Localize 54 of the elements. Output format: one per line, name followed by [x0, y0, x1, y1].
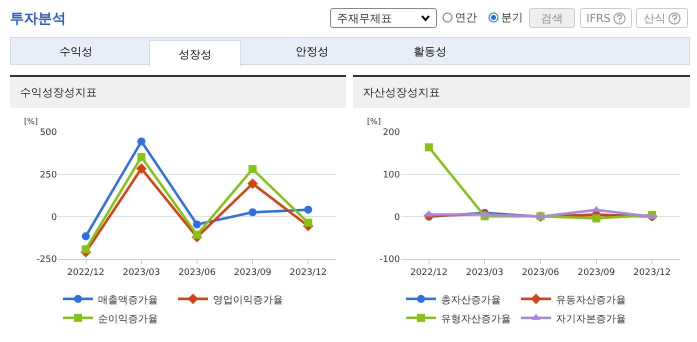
- legend-label: 유동자산증가율: [556, 294, 626, 306]
- chart-title: 자산성장성지표: [353, 75, 690, 109]
- legend-label: 순이익증가율: [98, 314, 158, 325]
- text: 연간: [455, 11, 477, 24]
- legend-label: 매출액증가율: [98, 294, 158, 306]
- point: [592, 214, 600, 222]
- y-tick-label: 500: [40, 128, 58, 138]
- point: [304, 218, 312, 227]
- y-tick-label: 0: [51, 212, 58, 223]
- y-tick-label: -250: [36, 255, 58, 266]
- x-tick-label: 2023/09: [234, 268, 272, 278]
- category-label: 성장성: [149, 40, 241, 66]
- x-tick-label: 2022/12: [410, 268, 448, 278]
- text: 분기: [501, 11, 523, 24]
- y-tick-label: 100: [382, 170, 400, 180]
- point: [193, 220, 201, 228]
- point: [137, 137, 146, 146]
- x-tick-label: 2023/06: [522, 268, 560, 278]
- x-tick-label: 2023/06: [178, 268, 216, 278]
- y-axis-title: [%]: [24, 117, 38, 126]
- x-tick-label: 2022/12: [67, 268, 104, 278]
- point: [136, 163, 147, 174]
- point: [82, 245, 90, 254]
- legend-label: 영업이익증가율: [213, 294, 283, 306]
- legend-label: 총자산증가율: [441, 294, 501, 306]
- y-tick-label: 0: [394, 212, 400, 223]
- x-tick-label: 2023/03: [466, 268, 504, 278]
- point: [248, 165, 257, 174]
- x-tick-label: 2023/12: [633, 268, 671, 278]
- legend-label: 유형자산증가율: [441, 314, 511, 325]
- category-label: 활동성: [412, 44, 448, 60]
- point: [247, 178, 258, 189]
- x-tick-label: 2023/03: [122, 268, 160, 278]
- y-tick-label: 250: [40, 170, 58, 180]
- text: IFRS: [586, 12, 611, 25]
- chart-title: 수익성장성지표: [10, 75, 346, 109]
- point: [304, 206, 312, 214]
- point: [82, 232, 90, 240]
- point: [137, 153, 146, 162]
- x-tick-label: 2023/09: [578, 268, 616, 278]
- legend-label: 자기자본증가율: [556, 314, 626, 325]
- y-axis-title: [%]: [367, 117, 381, 126]
- point: [424, 143, 433, 152]
- text: 산식: [644, 12, 666, 25]
- text: 주재무제표: [337, 12, 392, 25]
- y-tick-label: -100: [380, 255, 400, 266]
- point: [248, 208, 257, 216]
- category-label: 수익성: [58, 44, 94, 60]
- text: 투자분석: [10, 10, 66, 28]
- text: 검색: [541, 12, 563, 25]
- category-label: 안정성: [294, 44, 330, 60]
- x-tick-label: 2023/12: [290, 268, 327, 278]
- point: [193, 230, 201, 239]
- y-tick-label: 200: [382, 128, 400, 138]
